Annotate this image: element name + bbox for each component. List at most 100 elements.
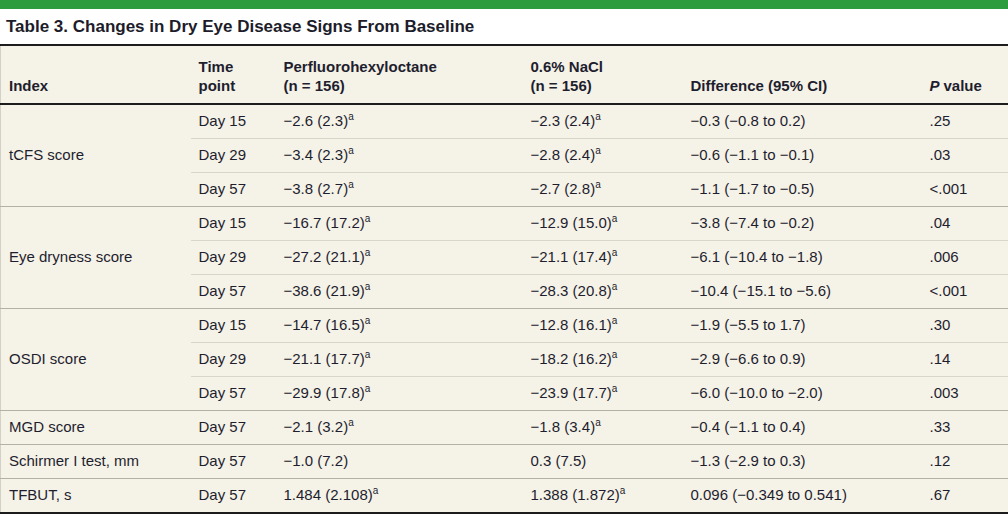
table-row: TFBUT, sDay 571.484 (2.108)a1.388 (1.872… — [1, 478, 1008, 512]
footnote-marker: a — [365, 247, 371, 258]
footnote-marker: a — [612, 349, 618, 360]
column-header-difference: Difference (95% CI) — [683, 46, 922, 104]
table-header: Index Time point Perfluorohexyloctane (n… — [1, 46, 1008, 104]
cell-p-value: .14 — [922, 342, 1008, 376]
column-header-p-value: Pvalue — [922, 46, 1008, 104]
cell-nacl: −12.8 (16.1)a — [523, 308, 683, 342]
header-label: (n = 156) — [284, 76, 519, 95]
cell-time-point: Day 57 — [191, 478, 276, 512]
cell-p-value: .67 — [922, 478, 1008, 512]
column-header-perfluorohexyloctane: Perfluorohexyloctane (n = 156) — [276, 46, 523, 104]
cell-time-point: Day 57 — [191, 376, 276, 410]
cell-index: tCFS score — [1, 104, 191, 206]
cell-nacl: −21.1 (17.4)a — [523, 240, 683, 274]
cell-perfluorohexyloctane: −2.1 (3.2)a — [276, 410, 523, 444]
cell-p-value: .04 — [922, 206, 1008, 240]
cell-nacl: −1.8 (3.4)a — [523, 410, 683, 444]
cell-index: Eye dryness score — [1, 206, 191, 308]
cell-p-value: .003 — [922, 376, 1008, 410]
table-row: tCFS scoreDay 15−2.6 (2.3)a−2.3 (2.4)a−0… — [1, 104, 1008, 138]
cell-time-point: Day 57 — [191, 410, 276, 444]
cell-time-point: Day 15 — [191, 104, 276, 138]
footnote-marker: a — [595, 417, 601, 428]
cell-nacl: −2.7 (2.8)a — [523, 172, 683, 206]
cell-nacl: −12.9 (15.0)a — [523, 206, 683, 240]
cell-p-value: .12 — [922, 444, 1008, 478]
table-row: OSDI scoreDay 15−14.7 (16.5)a−12.8 (16.1… — [1, 308, 1008, 342]
cell-p-value: .03 — [922, 138, 1008, 172]
cell-perfluorohexyloctane: −29.9 (17.8)a — [276, 376, 523, 410]
header-label: point — [199, 76, 272, 95]
column-header-index: Index — [1, 46, 191, 104]
header-label-p: P — [930, 77, 940, 94]
cell-perfluorohexyloctane: 1.484 (2.108)a — [276, 478, 523, 512]
cell-time-point: Day 29 — [191, 342, 276, 376]
cell-p-value: <.001 — [922, 274, 1008, 308]
cell-p-value: .33 — [922, 410, 1008, 444]
footnote-marker: a — [365, 383, 371, 394]
header-label: 0.6% NaCl — [531, 57, 679, 76]
cell-perfluorohexyloctane: −16.7 (17.2)a — [276, 206, 523, 240]
cell-time-point: Day 57 — [191, 274, 276, 308]
cell-perfluorohexyloctane: −1.0 (7.2) — [276, 444, 523, 478]
cell-time-point: Day 57 — [191, 172, 276, 206]
accent-bar — [0, 0, 1008, 9]
footnote-marker: a — [595, 179, 601, 190]
cell-perfluorohexyloctane: −2.6 (2.3)a — [276, 104, 523, 138]
cell-perfluorohexyloctane: −14.7 (16.5)a — [276, 308, 523, 342]
footnote-marker: a — [365, 281, 371, 292]
cell-difference: −10.4 (−15.1 to −5.6) — [683, 274, 922, 308]
cell-index: TFBUT, s — [1, 478, 191, 512]
footnote-marker: a — [612, 247, 618, 258]
cell-difference: −6.0 (−10.0 to −2.0) — [683, 376, 922, 410]
cell-nacl: −2.3 (2.4)a — [523, 104, 683, 138]
cell-difference: −0.6 (−1.1 to −0.1) — [683, 138, 922, 172]
footnote-marker: a — [612, 383, 618, 394]
footnote-marker: a — [348, 179, 354, 190]
table-row: Eye dryness scoreDay 15−16.7 (17.2)a−12.… — [1, 206, 1008, 240]
cell-difference: −6.1 (−10.4 to −1.8) — [683, 240, 922, 274]
cell-difference: −1.1 (−1.7 to −0.5) — [683, 172, 922, 206]
header-label: Time — [199, 57, 272, 76]
footnote-marker: a — [595, 145, 601, 156]
header-label: Perfluorohexyloctane — [284, 57, 519, 76]
cell-nacl: −18.2 (16.2)a — [523, 342, 683, 376]
cell-perfluorohexyloctane: −3.8 (2.7)a — [276, 172, 523, 206]
footnote-marker: a — [595, 111, 601, 122]
footnote-marker: a — [373, 485, 379, 496]
cell-time-point: Day 29 — [191, 138, 276, 172]
header-label: value — [944, 77, 982, 94]
header-label: Index — [9, 76, 187, 95]
cell-index: MGD score — [1, 410, 191, 444]
column-header-nacl: 0.6% NaCl (n = 156) — [523, 46, 683, 104]
footnote-marker: a — [365, 349, 371, 360]
cell-nacl: −23.9 (17.7)a — [523, 376, 683, 410]
cell-time-point: Day 57 — [191, 444, 276, 478]
cell-p-value: .30 — [922, 308, 1008, 342]
cell-nacl: 0.3 (7.5) — [523, 444, 683, 478]
table-body: tCFS scoreDay 15−2.6 (2.3)a−2.3 (2.4)a−0… — [1, 104, 1008, 512]
cell-index: Schirmer I test, mm — [1, 444, 191, 478]
footnote-marker: a — [365, 315, 371, 326]
cell-nacl: −2.8 (2.4)a — [523, 138, 683, 172]
cell-perfluorohexyloctane: −21.1 (17.7)a — [276, 342, 523, 376]
footnote-marker: a — [612, 213, 618, 224]
header-label: Difference (95% CI) — [691, 76, 918, 95]
footnote-marker: a — [348, 111, 354, 122]
cell-perfluorohexyloctane: −27.2 (21.1)a — [276, 240, 523, 274]
cell-difference: −0.4 (−1.1 to 0.4) — [683, 410, 922, 444]
cell-perfluorohexyloctane: −38.6 (21.9)a — [276, 274, 523, 308]
cell-difference: 0.096 (−0.349 to 0.541) — [683, 478, 922, 512]
cell-difference: −1.3 (−2.9 to 0.3) — [683, 444, 922, 478]
cell-time-point: Day 15 — [191, 308, 276, 342]
cell-difference: −0.3 (−0.8 to 0.2) — [683, 104, 922, 138]
footnote-marker: a — [348, 417, 354, 428]
cell-time-point: Day 15 — [191, 206, 276, 240]
footnote-marker: a — [620, 485, 626, 496]
cell-difference: −3.8 (−7.4 to −0.2) — [683, 206, 922, 240]
cell-difference: −2.9 (−6.6 to 0.9) — [683, 342, 922, 376]
footnote-marker: a — [348, 145, 354, 156]
table-row: MGD scoreDay 57−2.1 (3.2)a−1.8 (3.4)a−0.… — [1, 410, 1008, 444]
cell-perfluorohexyloctane: −3.4 (2.3)a — [276, 138, 523, 172]
cell-difference: −1.9 (−5.5 to 1.7) — [683, 308, 922, 342]
